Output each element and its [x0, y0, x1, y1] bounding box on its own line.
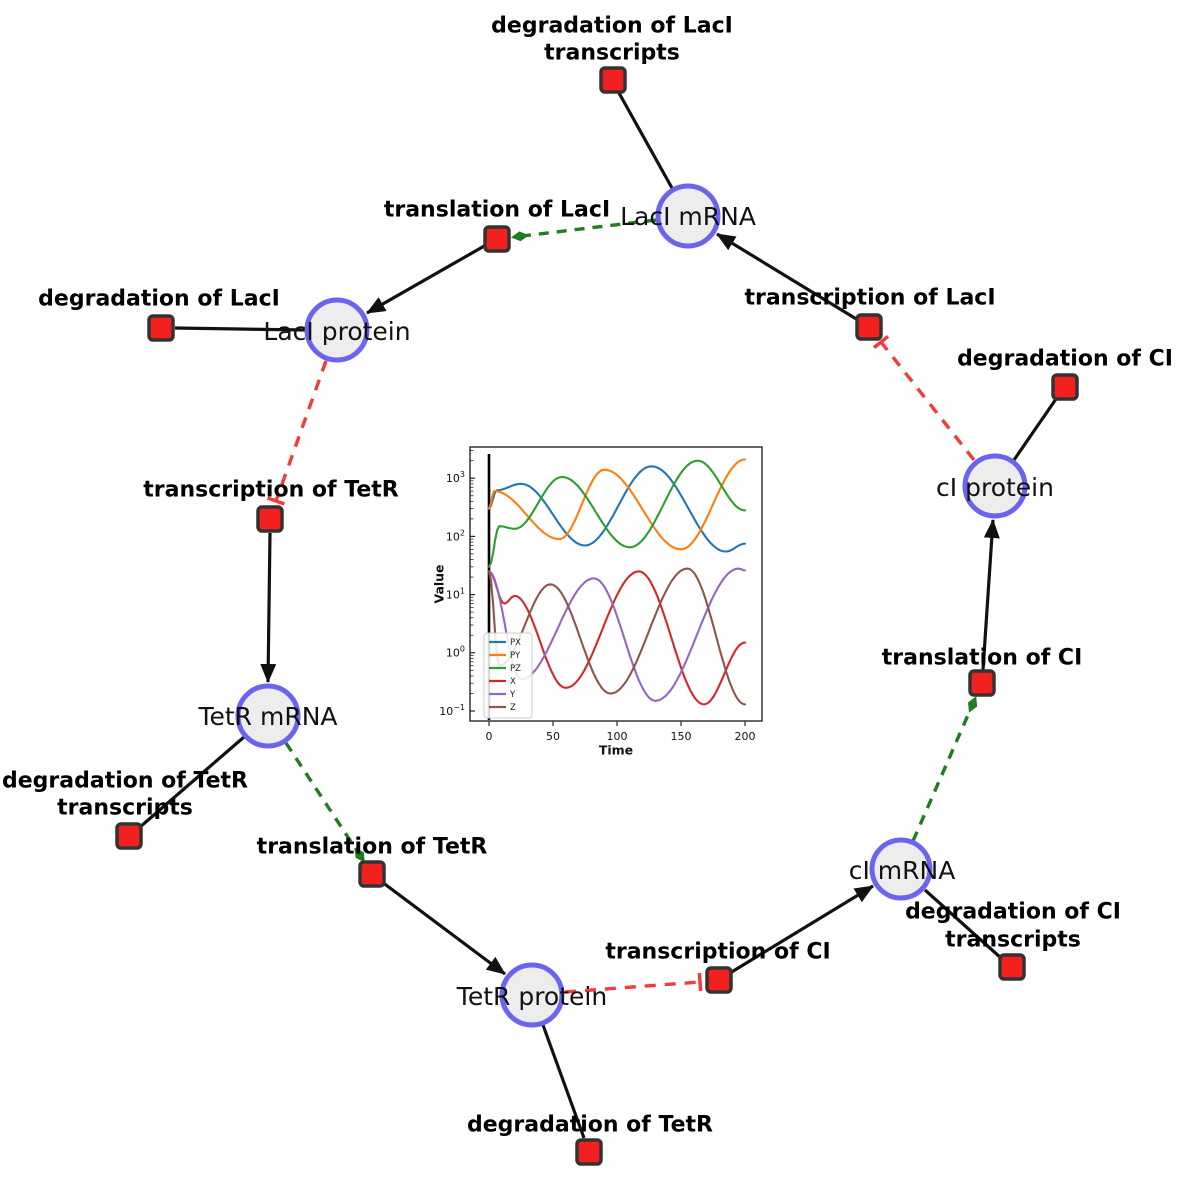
species-label: cI protein — [936, 473, 1054, 502]
edge-translation-of-ci-to-ci-protein — [981, 519, 1000, 671]
reaction-node-degradation-of-ci-transcripts[interactable] — [998, 953, 1026, 981]
chart-axes-box — [469, 446, 763, 722]
svg-text:Z: Z — [510, 703, 516, 713]
reaction-node-degradation-of-tetr[interactable] — [575, 1138, 603, 1166]
edge-ci-mrna-to-degradation-of-ci-transcripts — [923, 888, 1003, 960]
reaction-node-degradation-of-laci[interactable] — [147, 314, 175, 342]
edge-ci-protein-to-degradation-of-ci — [1012, 398, 1058, 461]
edge-tetr-mrna-activates-translation-of-tetr — [284, 742, 365, 863]
reaction-label: degradation of TetR — [2, 769, 248, 794]
chart-curves — [487, 458, 747, 706]
edge-transcription-of-tetr-to-tetr-mrna — [260, 532, 277, 683]
reaction-label: degradation of LacI — [491, 14, 733, 39]
species-node-laci-mrna[interactable] — [655, 183, 721, 249]
reaction-label: degradation of CI — [905, 900, 1121, 925]
svg-text:PY: PY — [510, 651, 521, 661]
species-node-ci-mrna[interactable] — [869, 837, 933, 901]
edge-translation-of-tetr-to-tetr-protein — [381, 880, 506, 976]
edge-laci-mrna-to-degradation-of-laci-transcripts — [617, 92, 674, 189]
svg-text:200: 200 — [735, 730, 756, 743]
edge-ci-protein-inhibits-transcription-of-laci — [872, 335, 976, 462]
reaction-label: transcripts — [57, 796, 193, 821]
svg-text:PX: PX — [510, 638, 521, 648]
reaction-label: degradation of LacI — [38, 287, 280, 312]
species-node-ci-protein[interactable] — [962, 453, 1028, 519]
reaction-label: transcription of TetR — [143, 478, 399, 503]
chart-legend: PX PY PZ XYZ — [483, 632, 533, 719]
edge-laci-mrna-activates-translation-of-laci — [511, 218, 657, 242]
species-node-laci-protein[interactable] — [304, 297, 370, 363]
reaction-node-transcription-of-tetr[interactable] — [256, 505, 284, 533]
species-label: LacI protein — [263, 317, 410, 346]
edge-laci-protein-to-degradation-of-laci — [174, 326, 306, 332]
svg-text:PZ: PZ — [510, 664, 521, 674]
edge-ci-mrna-activates-translation-of-ci — [911, 696, 978, 842]
chart-x-axis-label: Time — [599, 742, 633, 757]
reaction-node-transcription-of-laci[interactable] — [855, 313, 883, 341]
chart-x-axis-ticks: 0 50 100 150 200 — [486, 721, 756, 743]
reaction-node-transcription-of-ci[interactable] — [705, 966, 733, 994]
reaction-label: translation of CI — [882, 646, 1083, 671]
edge-translation-of-laci-to-laci-protein — [366, 243, 487, 315]
svg-text:50: 50 — [546, 730, 560, 743]
reaction-label: degradation of TetR — [467, 1113, 713, 1138]
reaction-label: translation of TetR — [257, 835, 488, 860]
reaction-label: transcription of LacI — [744, 286, 995, 311]
species-node-tetr-mrna[interactable] — [235, 683, 301, 749]
svg-text:10−1: 10−1 — [439, 703, 465, 718]
edge-tetr-mrna-to-degradation-of-tetr-transcripts — [138, 735, 246, 829]
svg-text:101: 101 — [446, 586, 465, 601]
species-label: cI mRNA — [849, 856, 956, 885]
reaction-node-translation-of-laci[interactable] — [483, 225, 511, 253]
reaction-label: transcription of CI — [605, 940, 830, 965]
svg-text:150: 150 — [671, 730, 692, 743]
reaction-label: translation of LacI — [384, 198, 610, 223]
reaction-node-translation-of-tetr[interactable] — [358, 860, 386, 888]
svg-text:102: 102 — [446, 528, 465, 543]
svg-text:Y: Y — [509, 690, 516, 700]
reaction-node-translation-of-ci[interactable] — [968, 669, 996, 697]
edge-laci-protein-inhibits-transcription-of-tetr — [266, 360, 328, 506]
svg-text:X: X — [510, 677, 516, 687]
svg-text:103: 103 — [446, 470, 465, 485]
edge-tetr-protein-to-degradation-of-tetr — [541, 1024, 586, 1139]
reaction-node-degradation-of-tetr-transcripts[interactable] — [115, 822, 143, 850]
edge-tetr-protein-inhibits-transcription-of-ci — [564, 972, 703, 994]
reaction-label: degradation of CI — [957, 347, 1173, 372]
simulation-plot-inset: 0 50 100 150 200 10−1 100 101 102 103 PX PY PZ X Y Z … — [428, 428, 792, 772]
reaction-label: transcripts — [544, 41, 680, 66]
reaction-label: transcripts — [945, 928, 1081, 953]
species-label: TetR mRNA — [197, 702, 337, 731]
svg-text:100: 100 — [607, 730, 628, 743]
reaction-node-degradation-of-ci[interactable] — [1051, 373, 1079, 401]
species-node-tetr-protein[interactable] — [499, 962, 565, 1028]
chart-y-axis-label: Value — [431, 564, 446, 603]
svg-text:0: 0 — [486, 730, 493, 743]
svg-text:100: 100 — [446, 645, 465, 660]
edge-transcription-of-ci-to-ci-mrna — [729, 884, 874, 975]
edge-transcription-of-laci-to-laci-mrna — [716, 232, 859, 322]
species-label: LacI mRNA — [620, 202, 756, 231]
reaction-node-degradation-of-laci-transcripts[interactable] — [599, 66, 627, 94]
species-label: TetR protein — [456, 982, 607, 1011]
